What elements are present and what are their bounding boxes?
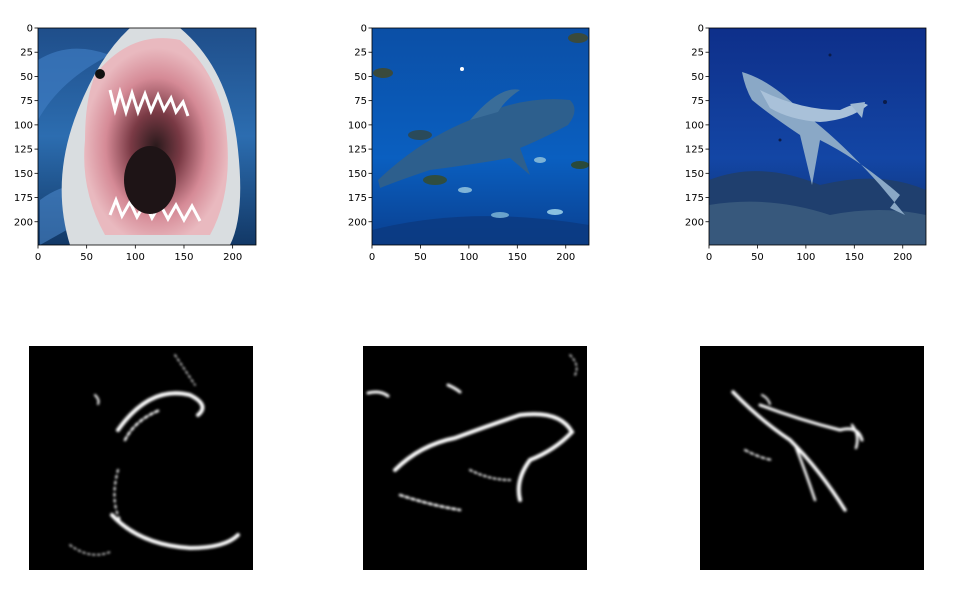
y-tick-label: 50 <box>354 72 367 83</box>
axes-1: 0 50 100 150 200 0 25 50 75 100 125 150 175 200 <box>14 24 257 263</box>
image-panel-3 <box>709 28 926 245</box>
x-tick-label: 150 <box>845 252 864 263</box>
saliency-panel-3 <box>700 346 924 570</box>
x-tick-label: 100 <box>459 252 478 263</box>
y-tick-label: 50 <box>691 72 704 83</box>
x-tick-label: 100 <box>126 252 145 263</box>
y-tick-label: 50 <box>20 72 33 83</box>
x-tick-label: 0 <box>35 252 41 263</box>
y-tick-label: 25 <box>354 48 367 59</box>
y-tick-label: 150 <box>685 169 704 180</box>
saliency-panel-1 <box>29 346 253 570</box>
axes-layer: 0 50 100 150 200 0 25 50 75 100 125 150 175 200 0 50 100… <box>14 24 927 263</box>
y-tick-label: 75 <box>691 96 704 107</box>
y-tick-label: 150 <box>14 169 33 180</box>
x-tick-label: 200 <box>893 252 912 263</box>
y-tick-label: 100 <box>14 120 33 131</box>
x-tick-label: 150 <box>174 252 193 263</box>
axes-frame <box>371 27 590 246</box>
axes-frame <box>708 27 927 246</box>
x-tick-label: 50 <box>414 252 427 263</box>
y-tick-label: 125 <box>348 145 367 156</box>
axes-2: 0 50 100 150 200 0 25 50 75 100 125 150 175 200 <box>348 24 590 263</box>
x-tick-label: 50 <box>80 252 93 263</box>
y-tick-label: 100 <box>348 120 367 131</box>
image-panel-1 <box>38 28 256 245</box>
y-tick-label: 0 <box>698 24 704 35</box>
y-tick-label: 125 <box>14 145 33 156</box>
y-tick-label: 25 <box>691 48 704 59</box>
image-panel-2 <box>372 28 589 245</box>
y-tick-label: 100 <box>685 120 704 131</box>
axes-3: 0 50 100 150 200 0 25 50 75 100 125 150 175 200 <box>685 24 927 263</box>
y-tick-label: 25 <box>20 48 33 59</box>
axes-frame <box>37 27 257 246</box>
x-tick-label: 200 <box>556 252 575 263</box>
x-tick-label: 50 <box>751 252 764 263</box>
saliency-panel-2 <box>363 346 587 570</box>
y-tick-label: 200 <box>348 217 367 228</box>
y-tick-label: 175 <box>14 193 33 204</box>
y-tick-label: 175 <box>348 193 367 204</box>
y-tick-label: 200 <box>685 217 704 228</box>
y-tick-label: 75 <box>20 96 33 107</box>
x-tick-label: 150 <box>508 252 527 263</box>
y-tick-label: 175 <box>685 193 704 204</box>
y-tick-label: 150 <box>348 169 367 180</box>
y-tick-label: 125 <box>685 145 704 156</box>
y-tick-label: 75 <box>354 96 367 107</box>
x-tick-label: 0 <box>369 252 375 263</box>
y-tick-label: 200 <box>14 217 33 228</box>
x-tick-label: 100 <box>796 252 815 263</box>
x-tick-label: 200 <box>223 252 242 263</box>
y-tick-label: 0 <box>361 24 367 35</box>
x-tick-label: 0 <box>706 252 712 263</box>
y-tick-label: 0 <box>27 24 33 35</box>
